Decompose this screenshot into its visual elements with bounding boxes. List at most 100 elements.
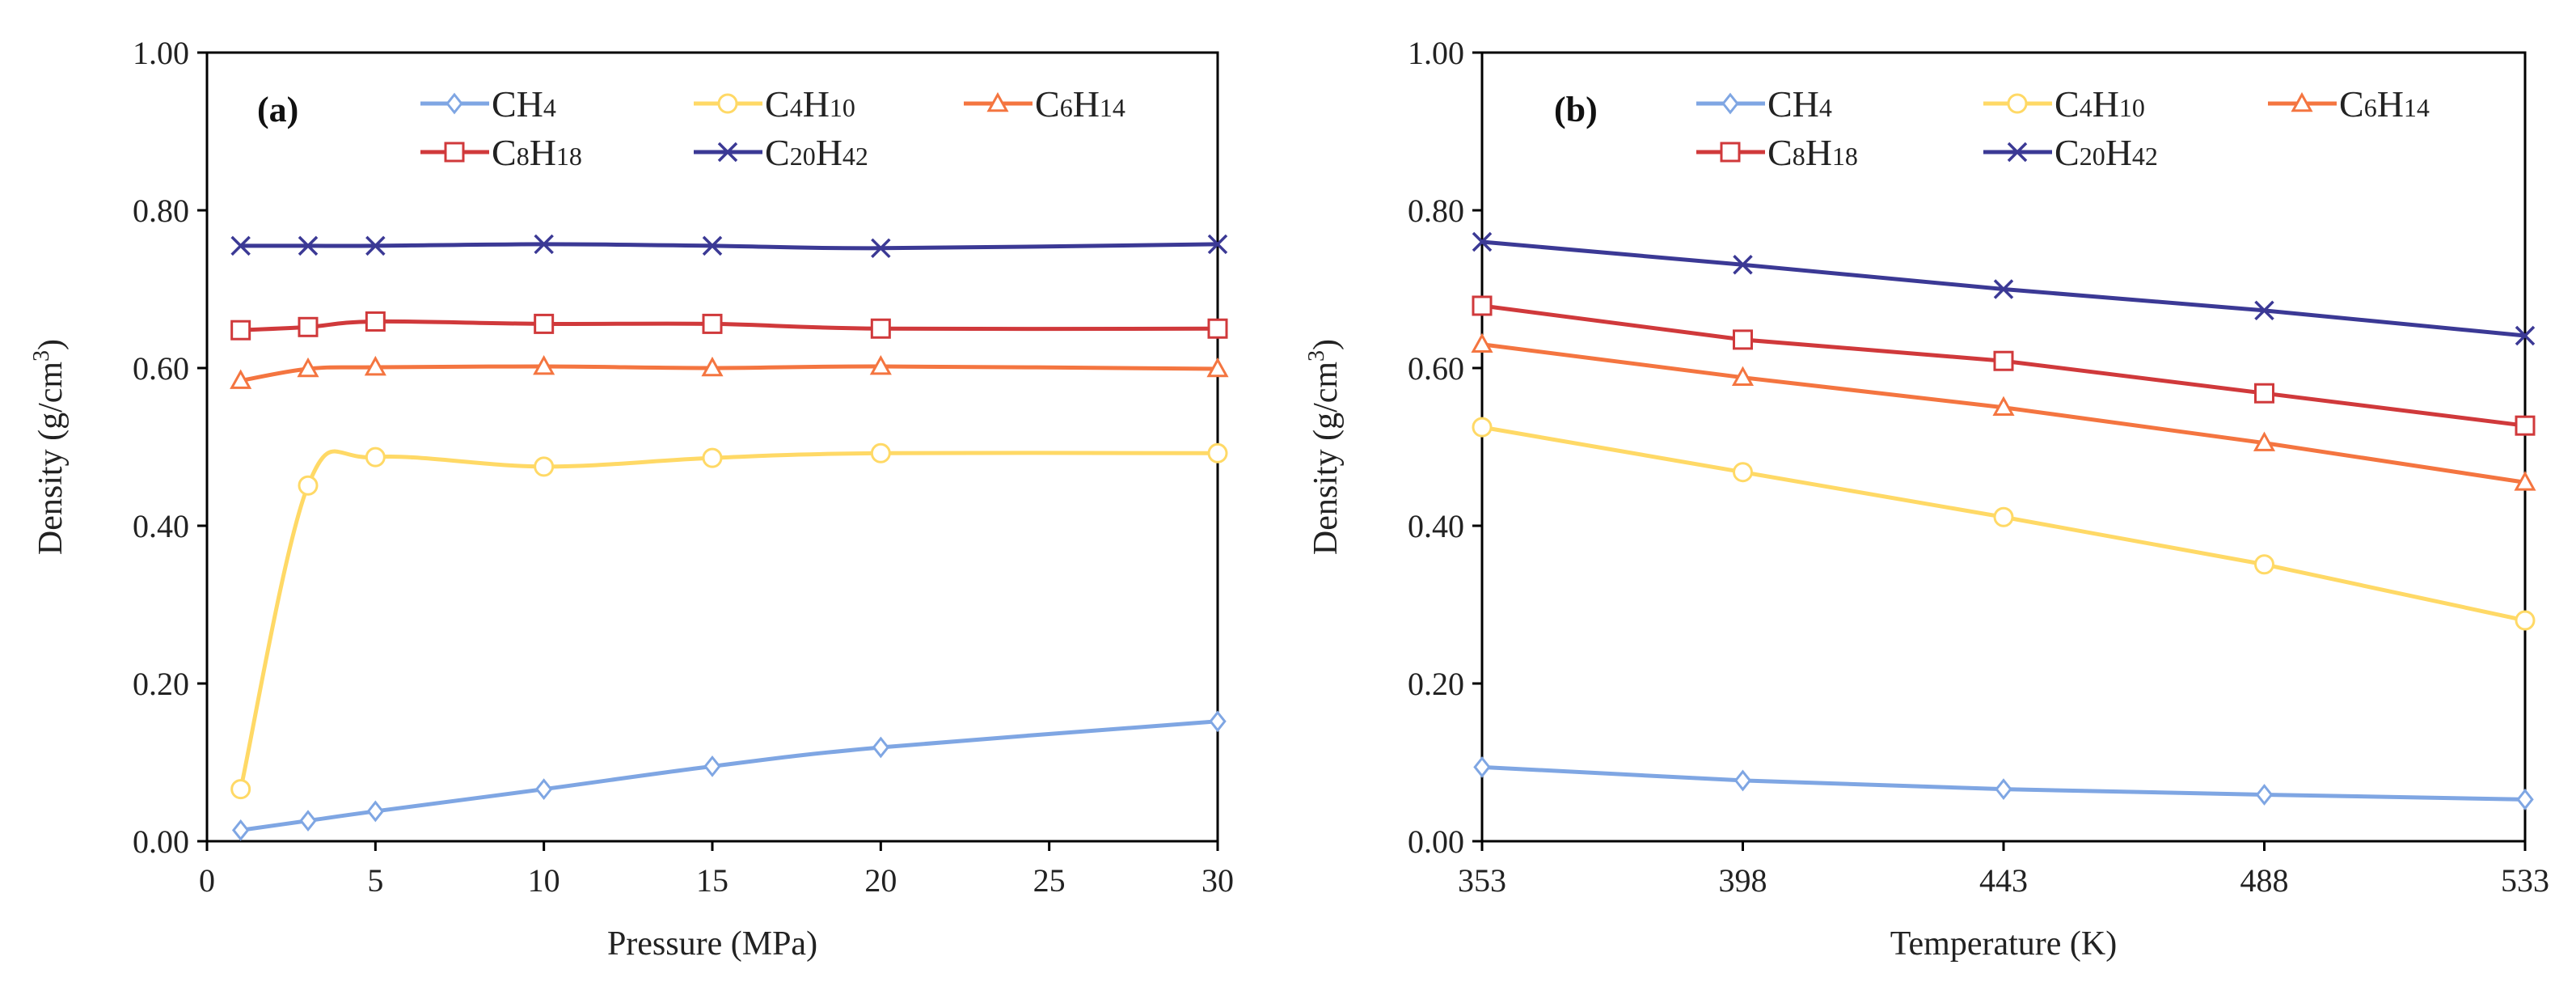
data-point xyxy=(1206,357,1229,378)
data-point xyxy=(1207,318,1228,339)
data-point xyxy=(534,234,554,255)
data-point xyxy=(230,779,251,800)
series-line xyxy=(240,319,1218,332)
legend-marker xyxy=(1720,142,1741,163)
data-point xyxy=(1992,396,2015,417)
data-point xyxy=(366,800,385,823)
data-point xyxy=(702,447,723,468)
data-point xyxy=(2254,554,2274,575)
chart-panel-b: 0.00 0.20 0.40 0.60 0.80 1.00 353 398 443 488 533 T… xyxy=(1304,35,2549,963)
data-point xyxy=(298,475,319,496)
data-point xyxy=(871,238,891,259)
data-point xyxy=(870,318,891,339)
legend-label: C8H18 xyxy=(1767,132,1858,173)
y-tick-label: 0.20 xyxy=(133,666,189,702)
panel-label: (b) xyxy=(1554,90,1598,129)
data-point xyxy=(1207,234,1228,255)
x-tick-label: 30 xyxy=(1201,862,1234,899)
x-tick-label: 533 xyxy=(2501,862,2549,899)
x-tick-label: 15 xyxy=(696,862,728,899)
data-point xyxy=(1993,279,2014,299)
legend-item: C6H14 xyxy=(964,83,1125,125)
series-line xyxy=(240,364,1218,383)
series-C4H10 xyxy=(230,442,1228,800)
y-tick-label: 1.00 xyxy=(1408,35,1464,71)
legend-marker xyxy=(2007,93,2028,114)
series-C8H18 xyxy=(1472,295,2536,436)
legend-marker xyxy=(717,142,738,163)
data-point xyxy=(364,355,386,376)
data-point xyxy=(534,778,553,801)
data-point xyxy=(1733,462,1753,483)
data-point xyxy=(2255,784,2274,806)
legend-item: C20H42 xyxy=(694,132,868,173)
y-tick-label: 0.20 xyxy=(1408,666,1464,702)
data-point xyxy=(2516,788,2534,810)
data-point xyxy=(703,755,721,777)
legend-item: CH4 xyxy=(1696,83,1832,125)
data-point xyxy=(299,810,317,832)
legend-item: C4H10 xyxy=(1983,83,2145,125)
data-point xyxy=(298,316,319,337)
data-point xyxy=(365,311,386,332)
series-C4H10 xyxy=(1472,417,2536,631)
data-point xyxy=(298,235,319,256)
data-point xyxy=(872,736,890,759)
data-point xyxy=(1993,350,2014,371)
data-point xyxy=(2254,300,2274,321)
legend-label: C20H42 xyxy=(2054,132,2158,173)
data-point xyxy=(1733,329,1753,350)
y-tick-label: 0.80 xyxy=(133,193,189,229)
legend-item: C20H42 xyxy=(1983,132,2158,173)
legend-label: C6H14 xyxy=(2339,83,2430,125)
x-tick-label: 10 xyxy=(528,862,560,899)
y-tick-label: 0.40 xyxy=(1408,508,1464,544)
series-CH4 xyxy=(1473,755,2534,810)
legend-item: CH4 xyxy=(420,83,556,125)
data-point xyxy=(1473,755,1491,778)
plot-frame xyxy=(1480,51,2527,843)
data-point xyxy=(231,819,250,841)
x-tick-label: 25 xyxy=(1033,862,1066,899)
data-point xyxy=(1995,778,2012,801)
data-point xyxy=(365,446,386,468)
x-axis-title: Pressure (MPa) xyxy=(607,925,817,963)
series-C20H42 xyxy=(1472,231,2536,346)
data-point xyxy=(2515,610,2536,631)
legend-marker xyxy=(986,91,1009,112)
legend-label: C4H10 xyxy=(765,83,855,125)
data-point xyxy=(2515,325,2536,346)
data-point xyxy=(230,235,251,256)
series-line xyxy=(240,719,1218,832)
y-tick-label: 1.00 xyxy=(133,35,189,71)
data-point xyxy=(870,442,891,463)
legend-item: C6H14 xyxy=(2268,83,2430,125)
y-tick-label: 0.60 xyxy=(133,350,189,387)
legend-label: C20H42 xyxy=(765,132,868,173)
chart-panel-a: 0.00 0.20 0.40 0.60 0.80 1.00 0 5 10 15 20 25 30 Pres… xyxy=(29,35,1234,963)
x-tick-label: 398 xyxy=(1719,862,1767,899)
legend-marker xyxy=(444,142,465,163)
legend-marker xyxy=(2291,91,2313,112)
legend-label: CH4 xyxy=(492,83,556,125)
series-line xyxy=(240,242,1218,251)
data-point xyxy=(534,456,555,477)
legend-marker xyxy=(1721,92,1739,115)
x-tick-label: 353 xyxy=(1458,862,1506,899)
y-tick-label: 0.00 xyxy=(133,823,189,860)
data-point xyxy=(702,235,723,256)
data-point xyxy=(2254,383,2274,404)
y-tick-label: 0.60 xyxy=(1408,350,1464,387)
data-point xyxy=(533,354,555,375)
data-point xyxy=(701,356,724,377)
x-axis-title: Temperature (K) xyxy=(1890,925,2117,963)
data-point xyxy=(1207,442,1228,463)
data-point xyxy=(230,369,252,389)
data-point xyxy=(2515,415,2536,436)
legend-item: C8H18 xyxy=(1696,132,1858,173)
legend-marker xyxy=(2007,142,2028,163)
y-tick-label: 0.40 xyxy=(133,508,189,544)
y-axis-title: Density (g/cm3) xyxy=(1304,339,1345,555)
panel-label: (a) xyxy=(257,90,298,129)
series-C8H18 xyxy=(230,311,1228,341)
